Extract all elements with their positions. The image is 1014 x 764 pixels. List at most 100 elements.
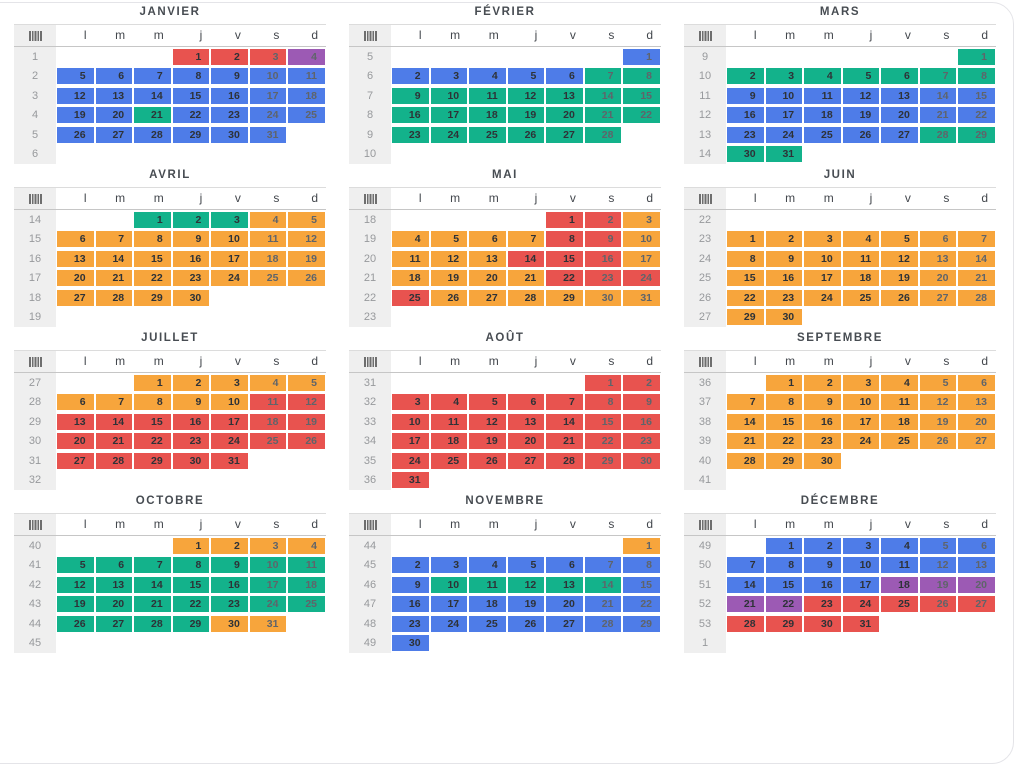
day-juin-20[interactable]: 20 [919, 270, 957, 286]
day-novembre-18[interactable]: 18 [469, 596, 506, 612]
day-avril-18[interactable]: 18 [249, 250, 287, 267]
day-janvier-15[interactable]: 15 [172, 87, 210, 104]
day-novembre-11[interactable]: 11 [469, 576, 506, 593]
day-novembre-6[interactable]: 6 [546, 557, 583, 573]
day-mai-30[interactable]: 30 [584, 289, 622, 306]
day-juillet-14[interactable]: 14 [95, 413, 133, 430]
day-mai-7[interactable]: 7 [507, 231, 545, 247]
day-octobre-13[interactable]: 13 [95, 576, 133, 593]
day-mars-21[interactable]: 21 [919, 107, 957, 123]
day-decembre-8[interactable]: 8 [765, 557, 803, 573]
day-decembre-5[interactable]: 5 [919, 537, 957, 554]
day-septembre-16[interactable]: 16 [804, 413, 841, 430]
day-mai-23[interactable]: 23 [584, 270, 622, 286]
day-avril-21[interactable]: 21 [95, 270, 133, 286]
day-juillet-26[interactable]: 26 [288, 433, 325, 449]
day-octobre-23[interactable]: 23 [211, 596, 248, 612]
day-octobre-4[interactable]: 4 [288, 537, 325, 554]
day-mars-24[interactable]: 24 [765, 126, 803, 143]
day-decembre-20[interactable]: 20 [958, 576, 995, 593]
day-janvier-25[interactable]: 25 [288, 107, 325, 123]
day-fevrier-27[interactable]: 27 [546, 126, 583, 143]
day-avril-14[interactable]: 14 [95, 250, 133, 267]
day-avril-16[interactable]: 16 [172, 250, 210, 267]
day-novembre-4[interactable]: 4 [469, 557, 506, 573]
day-mars-1[interactable]: 1 [958, 48, 995, 65]
day-avril-19[interactable]: 19 [288, 250, 325, 267]
day-septembre-23[interactable]: 23 [804, 433, 841, 449]
day-avril-26[interactable]: 26 [288, 270, 325, 286]
day-septembre-27[interactable]: 27 [958, 433, 995, 449]
day-mai-6[interactable]: 6 [469, 231, 506, 247]
day-novembre-15[interactable]: 15 [623, 576, 660, 593]
day-aout-1[interactable]: 1 [584, 374, 622, 391]
day-juillet-10[interactable]: 10 [211, 394, 248, 410]
day-octobre-12[interactable]: 12 [57, 576, 94, 593]
day-juillet-27[interactable]: 27 [57, 452, 94, 469]
day-septembre-1[interactable]: 1 [765, 374, 803, 391]
day-juillet-25[interactable]: 25 [249, 433, 287, 449]
day-septembre-3[interactable]: 3 [842, 374, 880, 391]
day-juillet-29[interactable]: 29 [134, 452, 171, 469]
day-aout-15[interactable]: 15 [584, 413, 622, 430]
day-mai-25[interactable]: 25 [392, 289, 429, 306]
day-juin-23[interactable]: 23 [765, 289, 803, 306]
day-decembre-13[interactable]: 13 [958, 557, 995, 573]
day-mai-14[interactable]: 14 [507, 250, 545, 267]
day-decembre-10[interactable]: 10 [842, 557, 880, 573]
day-decembre-4[interactable]: 4 [881, 537, 918, 554]
day-decembre-21[interactable]: 21 [727, 596, 764, 612]
day-septembre-14[interactable]: 14 [727, 413, 764, 430]
day-octobre-11[interactable]: 11 [288, 557, 325, 573]
day-juillet-13[interactable]: 13 [57, 413, 94, 430]
day-mars-8[interactable]: 8 [958, 68, 995, 84]
day-decembre-26[interactable]: 26 [919, 596, 957, 612]
day-fevrier-13[interactable]: 13 [546, 87, 583, 104]
day-avril-24[interactable]: 24 [211, 270, 248, 286]
day-decembre-3[interactable]: 3 [842, 537, 880, 554]
day-aout-4[interactable]: 4 [430, 394, 468, 410]
day-mars-25[interactable]: 25 [804, 126, 841, 143]
day-decembre-18[interactable]: 18 [881, 576, 918, 593]
day-avril-3[interactable]: 3 [211, 211, 248, 228]
day-juin-4[interactable]: 4 [842, 231, 880, 247]
day-decembre-25[interactable]: 25 [881, 596, 918, 612]
day-mars-26[interactable]: 26 [842, 126, 880, 143]
day-juillet-15[interactable]: 15 [134, 413, 171, 430]
day-aout-11[interactable]: 11 [430, 413, 468, 430]
day-mars-23[interactable]: 23 [727, 126, 764, 143]
day-juillet-21[interactable]: 21 [95, 433, 133, 449]
day-mai-27[interactable]: 27 [469, 289, 506, 306]
day-novembre-2[interactable]: 2 [392, 557, 429, 573]
day-avril-6[interactable]: 6 [57, 231, 94, 247]
day-mai-16[interactable]: 16 [584, 250, 622, 267]
day-octobre-19[interactable]: 19 [57, 596, 94, 612]
day-octobre-3[interactable]: 3 [249, 537, 287, 554]
day-decembre-9[interactable]: 9 [804, 557, 841, 573]
day-mai-19[interactable]: 19 [430, 270, 468, 286]
day-janvier-14[interactable]: 14 [134, 87, 171, 104]
day-janvier-3[interactable]: 3 [249, 48, 287, 65]
day-avril-10[interactable]: 10 [211, 231, 248, 247]
day-janvier-2[interactable]: 2 [211, 48, 248, 65]
day-fevrier-26[interactable]: 26 [507, 126, 545, 143]
day-fevrier-22[interactable]: 22 [623, 107, 660, 123]
day-aout-19[interactable]: 19 [469, 433, 506, 449]
day-novembre-1[interactable]: 1 [623, 537, 660, 554]
day-octobre-9[interactable]: 9 [211, 557, 248, 573]
day-septembre-21[interactable]: 21 [727, 433, 764, 449]
day-septembre-11[interactable]: 11 [881, 394, 918, 410]
day-septembre-5[interactable]: 5 [919, 374, 957, 391]
day-avril-9[interactable]: 9 [172, 231, 210, 247]
day-janvier-20[interactable]: 20 [95, 107, 133, 123]
day-novembre-10[interactable]: 10 [430, 576, 468, 593]
day-octobre-6[interactable]: 6 [95, 557, 133, 573]
day-aout-3[interactable]: 3 [392, 394, 429, 410]
day-octobre-1[interactable]: 1 [172, 537, 210, 554]
day-juin-29[interactable]: 29 [727, 309, 764, 325]
day-avril-28[interactable]: 28 [95, 289, 133, 306]
day-juin-9[interactable]: 9 [765, 250, 803, 267]
day-novembre-13[interactable]: 13 [546, 576, 583, 593]
day-mai-3[interactable]: 3 [623, 211, 660, 228]
day-mars-27[interactable]: 27 [881, 126, 918, 143]
